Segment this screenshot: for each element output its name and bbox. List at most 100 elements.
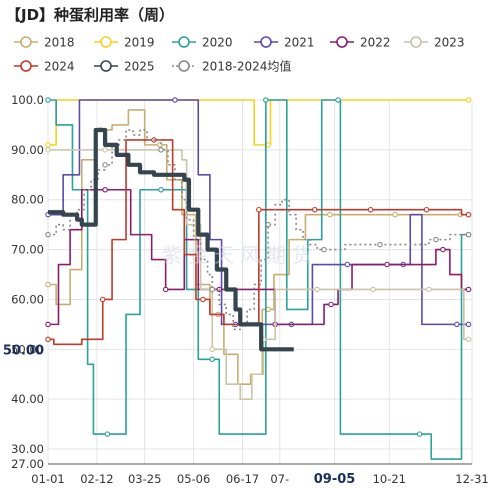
series-point: [45, 147, 51, 153]
legend-label: 2021: [284, 36, 315, 50]
series-line: [48, 149, 469, 400]
legend-marker: [178, 60, 190, 72]
legend-label: 2023: [434, 36, 465, 50]
series-point: [45, 97, 51, 103]
legend-marker: [100, 60, 112, 72]
legend-item-2023[interactable]: 2023: [404, 36, 465, 50]
series-point: [209, 286, 215, 293]
series-point: [265, 221, 271, 228]
legend-marker: [336, 36, 348, 48]
plot-area: [45, 97, 472, 460]
series-point: [311, 206, 318, 213]
y-tick-label: 60.00: [11, 292, 44, 306]
series-point: [416, 431, 423, 437]
legend-label: 2022: [360, 36, 391, 50]
series-point: [162, 286, 169, 293]
series-point: [172, 97, 178, 103]
legend-item-2018[interactable]: 2018: [14, 36, 75, 50]
series-point: [45, 142, 51, 148]
series-point: [335, 97, 341, 103]
legend-item-2025[interactable]: 2025: [94, 60, 155, 74]
legend-label: 2018: [44, 36, 75, 50]
series-point: [384, 261, 390, 268]
series-point: [158, 187, 164, 193]
series-2022: [45, 187, 472, 328]
series-line: [48, 188, 469, 326]
legend-label: 2020: [202, 36, 233, 50]
series-point: [465, 211, 472, 218]
series-point: [465, 231, 472, 238]
legend-item-2020[interactable]: 2020: [172, 36, 233, 50]
series-point: [344, 261, 351, 268]
series-point: [209, 356, 215, 363]
legend-item-2024[interactable]: 2024: [14, 60, 75, 74]
legend-label: 2025: [124, 60, 155, 74]
watermark: 紫金天风期货: [162, 243, 318, 267]
series-point: [104, 431, 111, 437]
series-line: [48, 127, 294, 352]
series-point: [426, 286, 432, 293]
series-point: [465, 286, 472, 293]
series-point: [45, 321, 51, 328]
legend-marker: [100, 36, 112, 48]
legend-item-2019[interactable]: 2019: [94, 36, 155, 50]
series-point: [328, 301, 334, 308]
series-point: [370, 286, 376, 293]
series-point: [465, 97, 472, 103]
series-point: [45, 336, 51, 343]
x-tick-label: 03-25: [128, 472, 161, 486]
legend-marker: [178, 36, 190, 48]
legend-marker: [410, 36, 422, 48]
x-tick-label: 10-21: [373, 472, 406, 486]
series-point: [200, 296, 206, 303]
series-point: [314, 286, 320, 293]
y-tick-label: 80.00: [11, 193, 44, 207]
series-point: [321, 246, 327, 253]
series-point: [158, 147, 164, 153]
y-tick-label: 30.00: [11, 442, 44, 456]
y-tick-label: 27.00: [11, 457, 44, 471]
series-point: [263, 97, 269, 103]
series-point: [367, 206, 374, 213]
legend-marker: [20, 60, 32, 72]
x-tick-label: 07-: [270, 472, 289, 486]
x-tick-label: 09-05: [314, 472, 356, 487]
series-point: [102, 147, 108, 153]
series-point: [440, 246, 446, 253]
chart-title: 【JD】种蛋利用率（周）: [6, 6, 175, 24]
series-point: [45, 281, 51, 288]
series-2019: [45, 97, 472, 148]
grid: [47, 99, 473, 465]
series-point: [45, 231, 51, 238]
series-point: [392, 211, 398, 218]
x-tick-label: 01-01: [31, 472, 64, 486]
legend-item-2021[interactable]: 2021: [254, 36, 315, 50]
x-tick-label: 05-06: [177, 472, 210, 486]
series-point: [465, 336, 472, 343]
series-point: [423, 206, 430, 213]
y-tick-label: 50.00: [11, 342, 44, 356]
legend-label: 2018-2024均值: [202, 59, 291, 74]
series-2025: [48, 127, 294, 352]
y-tick-label: 100.0: [11, 93, 44, 107]
series-2018-2024均值: [45, 129, 472, 331]
series-line: [48, 129, 469, 331]
legend-item-2022[interactable]: 2022: [330, 36, 391, 50]
series-line: [48, 99, 469, 460]
series-line: [48, 99, 469, 146]
series-point: [99, 296, 106, 303]
y-tick-label: 70.00: [11, 243, 44, 257]
legend-marker: [20, 36, 32, 48]
series-point: [433, 236, 439, 243]
legend: 2018 2019 2020 2021 2022 2023 2024 2025 2018-202…: [14, 36, 465, 74]
series-point: [454, 321, 460, 328]
series-point: [465, 321, 472, 328]
legend-label: 2024: [44, 60, 75, 74]
legend-marker: [260, 36, 272, 48]
x-tick-label: 12-31: [455, 472, 488, 486]
x-tick-label: 02-12: [80, 472, 113, 486]
legend-item-2018-2024均值[interactable]: 2018-2024均值: [172, 59, 291, 74]
series-point: [102, 162, 108, 168]
y-tick-label: 90.00: [11, 143, 44, 157]
